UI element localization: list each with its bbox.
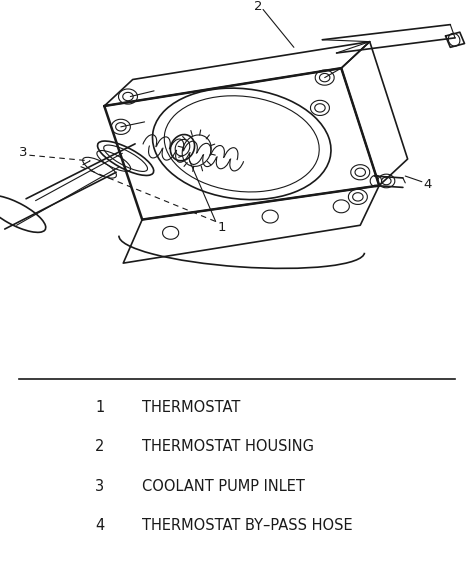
- Text: 2: 2: [95, 439, 104, 454]
- Text: 2: 2: [254, 0, 263, 13]
- Text: 1: 1: [218, 221, 226, 234]
- Text: 1: 1: [95, 400, 104, 415]
- Text: THERMOSTAT BY–PASS HOSE: THERMOSTAT BY–PASS HOSE: [142, 518, 353, 533]
- Text: 4: 4: [424, 178, 432, 191]
- Text: THERMOSTAT HOUSING: THERMOSTAT HOUSING: [142, 439, 314, 454]
- Text: 3: 3: [19, 146, 28, 159]
- Text: COOLANT PUMP INLET: COOLANT PUMP INLET: [142, 479, 305, 494]
- Text: THERMOSTAT: THERMOSTAT: [142, 400, 241, 415]
- Text: 3: 3: [95, 479, 104, 494]
- Text: 4: 4: [95, 518, 104, 533]
